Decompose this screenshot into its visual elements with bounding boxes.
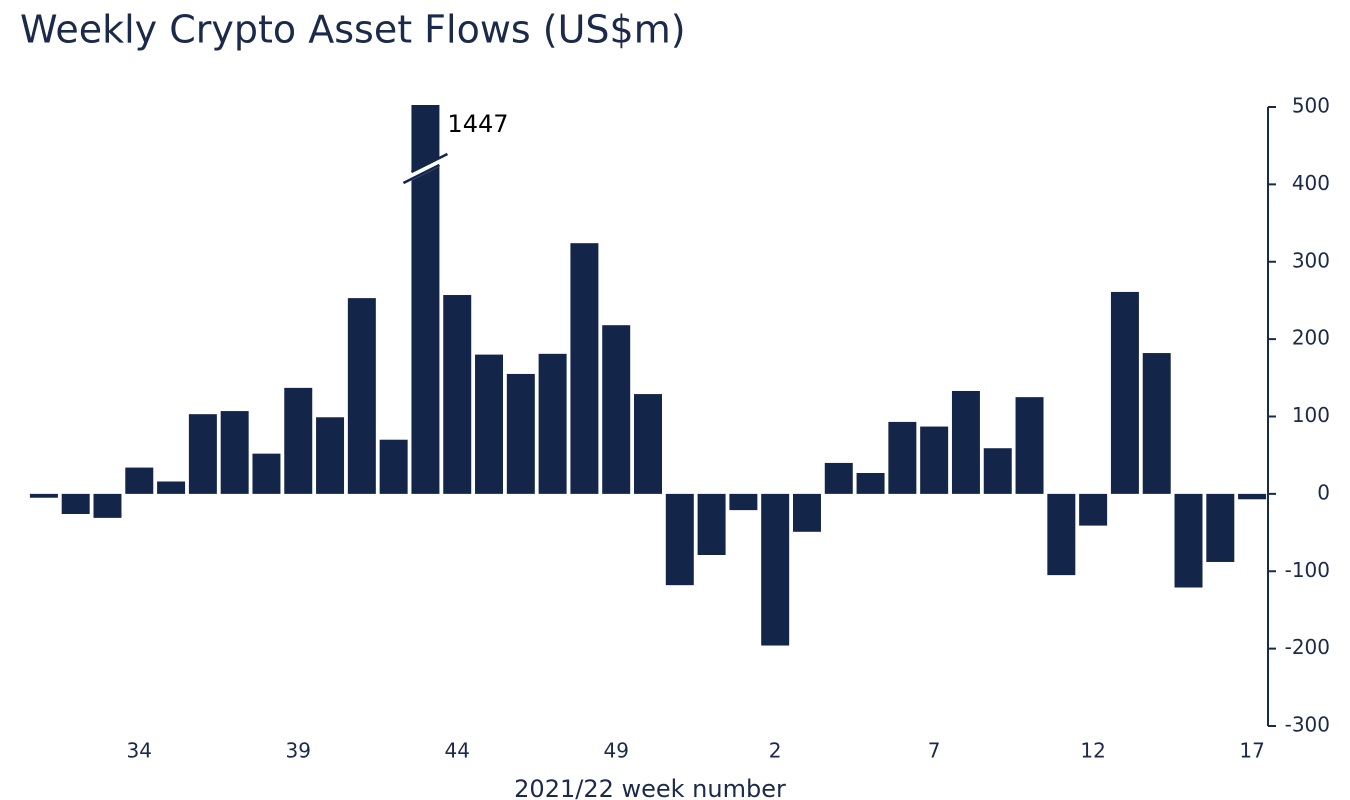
y-tick-label: -100 <box>1285 558 1330 582</box>
bar <box>252 453 281 494</box>
bar <box>570 243 599 494</box>
bar <box>1015 397 1044 494</box>
x-tick-label: 2 <box>769 739 782 763</box>
x-tick-label: 44 <box>445 739 470 763</box>
x-tick-label: 7 <box>928 739 941 763</box>
y-tick-label: 500 <box>1292 94 1330 118</box>
bar <box>951 390 980 494</box>
bar <box>856 472 885 494</box>
chart-title: Weekly Crypto Asset Flows (US$m) <box>20 8 686 52</box>
bar <box>443 295 472 494</box>
x-tick-label: 17 <box>1239 739 1264 763</box>
x-tick-label: 12 <box>1080 739 1105 763</box>
axis-break <box>405 156 446 182</box>
bar <box>602 325 631 494</box>
bar <box>1047 493 1076 576</box>
bar <box>697 493 726 556</box>
bar <box>1174 493 1203 588</box>
y-tick-label: 400 <box>1292 171 1330 195</box>
y-tick-label: 300 <box>1292 248 1330 272</box>
bar <box>475 354 504 494</box>
bar <box>665 493 694 586</box>
bar <box>1206 493 1235 562</box>
bar <box>284 387 313 494</box>
y-tick-label: 0 <box>1317 480 1330 504</box>
x-axis-label: 2021/22 week number <box>514 775 786 800</box>
y-tick-label: -300 <box>1285 713 1330 737</box>
bar <box>920 426 949 494</box>
data-label: 1447 <box>447 110 508 138</box>
bar <box>29 493 58 498</box>
bar <box>761 493 790 646</box>
bar <box>888 421 917 494</box>
bar <box>220 411 249 494</box>
bar <box>824 462 853 494</box>
x-tick-label: 49 <box>603 739 628 763</box>
bar <box>1110 291 1139 494</box>
bar <box>188 414 217 494</box>
axis-break <box>402 163 440 185</box>
y-tick-label: -200 <box>1285 635 1330 659</box>
bar <box>729 493 758 511</box>
bar <box>157 481 186 494</box>
x-tick-label: 34 <box>127 739 152 763</box>
bar <box>316 417 345 494</box>
y-tick-label: 100 <box>1292 403 1330 427</box>
bar <box>379 439 408 494</box>
x-tick-label: 39 <box>286 739 311 763</box>
bar <box>538 353 567 494</box>
bar <box>125 467 154 494</box>
axis-break <box>410 152 448 174</box>
bar <box>983 448 1012 494</box>
bar <box>1079 493 1108 526</box>
y-tick-label: 200 <box>1292 326 1330 350</box>
bar <box>61 493 90 514</box>
bar <box>792 493 821 532</box>
bar <box>506 373 535 494</box>
bar <box>93 493 122 518</box>
bar <box>347 298 376 494</box>
bar <box>1238 493 1267 500</box>
bar <box>1142 353 1171 494</box>
bar <box>634 394 662 494</box>
